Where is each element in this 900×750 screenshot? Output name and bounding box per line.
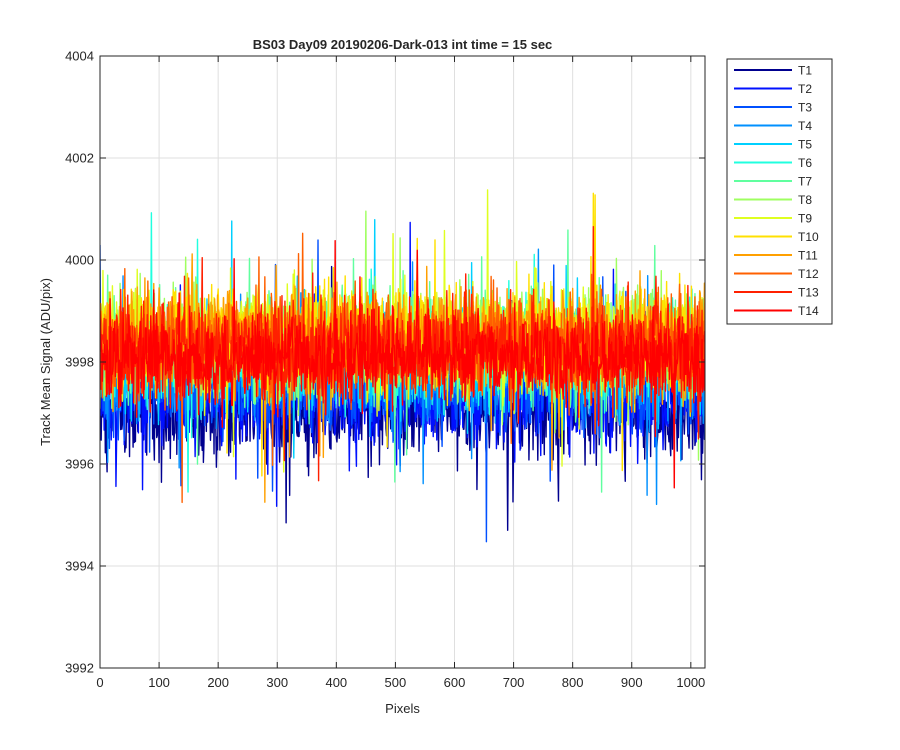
x-tick-label: 800	[562, 675, 584, 690]
y-tick-label: 3996	[65, 457, 94, 472]
legend-label-t8: T8	[798, 193, 812, 207]
y-tick-label: 4002	[65, 151, 94, 166]
legend-label-t6: T6	[798, 156, 812, 170]
legend-label-t13: T13	[798, 286, 819, 300]
legend-label-t9: T9	[798, 212, 812, 226]
legend-label-t14: T14	[798, 304, 819, 318]
legend-label-t7: T7	[798, 175, 812, 189]
legend-label-t3: T3	[798, 101, 812, 115]
x-tick-label: 0	[96, 675, 103, 690]
x-tick-label: 700	[503, 675, 525, 690]
axis-ticks: 0 100 200 300 400 500 600 700 800 900 1000 3992 3994…	[65, 49, 705, 691]
x-tick-label: 100	[148, 675, 170, 690]
y-tick-label: 3998	[65, 355, 94, 370]
x-tick-label: 1000	[676, 675, 705, 690]
x-tick-label: 400	[325, 675, 347, 690]
legend-label-t2: T2	[798, 82, 812, 96]
series-line-t14	[100, 240, 705, 489]
legend-label-t12: T12	[798, 267, 819, 281]
chart-title: BS03 Day09 20190206-Dark-013 int time = …	[253, 37, 553, 52]
y-tick-label: 4000	[65, 253, 94, 268]
y-tick-label: 3992	[65, 661, 94, 676]
x-tick-label: 200	[207, 675, 229, 690]
series-layer	[100, 189, 705, 543]
legend-label-t10: T10	[798, 230, 819, 244]
legend-label-t1: T1	[798, 64, 812, 78]
x-tick-label: 900	[621, 675, 643, 690]
legend-label-t4: T4	[798, 119, 812, 133]
legend-label-t5: T5	[798, 138, 812, 152]
x-tick-label: 300	[266, 675, 288, 690]
legend-box	[726, 58, 833, 325]
y-axis-label: Track Mean Signal (ADU/pix)	[38, 278, 53, 446]
x-axis-label: Pixels	[385, 701, 420, 716]
x-tick-label: 500	[385, 675, 407, 690]
y-tick-label: 4004	[65, 49, 94, 64]
y-tick-label: 3994	[65, 559, 94, 574]
x-tick-label: 600	[444, 675, 466, 690]
legend-label-t11: T11	[798, 249, 818, 263]
legend: T1 T2 T3 T4 T5 T6 T7 T8 T9 T10 T11 T12 T13 T14	[726, 58, 833, 325]
